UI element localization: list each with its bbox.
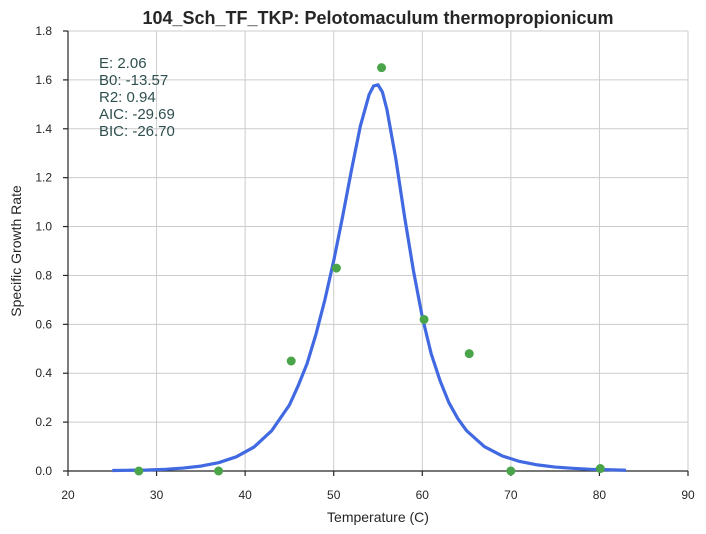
data-point: [506, 466, 516, 476]
fitted-curve: [112, 83, 627, 473]
y-tick-label: 1.4: [35, 122, 52, 136]
y-tick-label: 0.0: [35, 464, 52, 478]
fit-stat-line: AIC: -29.69: [99, 106, 175, 123]
data-point: [377, 63, 387, 73]
fit-stat-line: R2: 0.94: [99, 89, 156, 106]
x-tick-label: 20: [61, 488, 75, 502]
x-tick-label: 40: [238, 488, 252, 502]
data-point: [419, 314, 429, 324]
axes: [67, 31, 688, 472]
y-tick-label: 1.0: [35, 220, 52, 234]
y-tick-label: 1.6: [35, 73, 52, 87]
y-tick-label: 0.6: [35, 317, 52, 331]
fit-stat-line: BIC: -26.70: [99, 123, 175, 140]
data-point: [464, 349, 474, 359]
y-tick-label: 1.2: [35, 171, 52, 185]
data-points: [134, 63, 605, 476]
x-tick-label: 60: [416, 488, 430, 502]
x-tick-label: 90: [681, 488, 695, 502]
x-tick-label: 30: [150, 488, 164, 502]
data-point: [214, 466, 224, 476]
y-axis-label: Specific Growth Rate: [8, 185, 24, 317]
x-tick-label: 80: [593, 488, 607, 502]
data-point: [134, 466, 144, 476]
fit-stat-line: E: 2.06: [99, 55, 147, 72]
x-axis-label: Temperature (C): [327, 509, 429, 525]
data-point: [286, 356, 296, 366]
y-tick-label: 1.8: [35, 24, 52, 38]
data-point: [331, 263, 341, 273]
y-tick-label: 0.2: [35, 415, 52, 429]
data-point: [595, 464, 605, 474]
x-tick-labels: 20 30 40 50 60 70 80 90: [61, 471, 695, 502]
y-tick-labels: 0.0 0.2 0.4 0.6 0.8 1.0 1.2 1.4 1.6 1.8: [35, 24, 68, 478]
chart-title: 104_Sch_TF_TKP: Pelotomaculum thermoprop…: [142, 8, 613, 28]
y-tick-label: 0.4: [35, 366, 52, 380]
fit-stat-line: B0: -13.57: [99, 72, 168, 89]
y-tick-label: 0.8: [35, 268, 52, 282]
x-tick-label: 70: [504, 488, 518, 502]
x-tick-label: 50: [327, 488, 341, 502]
grid: [68, 30, 689, 471]
